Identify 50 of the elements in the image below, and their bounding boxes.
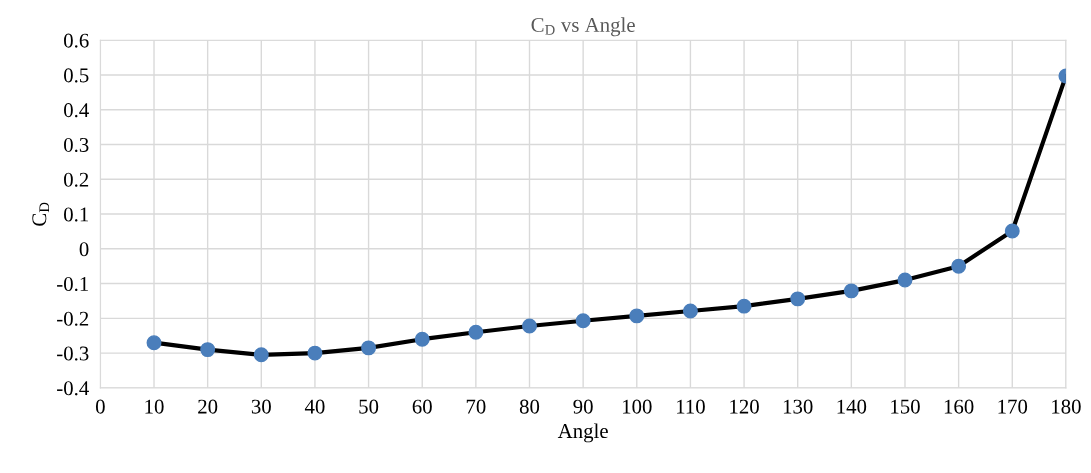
- point: [736, 298, 752, 314]
- x-tick-label: 100: [622, 399, 652, 414]
- x-tick-label: 170: [998, 399, 1028, 414]
- x-tick-label: 20: [198, 399, 218, 414]
- y-tick-label: 0.2: [64, 172, 89, 187]
- point: [522, 318, 537, 334]
- x-tick-label: 120: [730, 399, 759, 414]
- x-tick-label: 90: [573, 399, 593, 414]
- point: [682, 303, 698, 319]
- x-tick-label: 150: [891, 399, 920, 414]
- y-tick-label: 0.5: [64, 68, 89, 83]
- x-tick-label: 40: [304, 399, 325, 414]
- point: [843, 283, 859, 299]
- x-tick-label: 110: [677, 399, 705, 414]
- point: [307, 345, 323, 361]
- point: [790, 291, 806, 307]
- x-tick-label: 10: [145, 399, 164, 414]
- point: [951, 258, 967, 274]
- y-tick-label: -0.3: [57, 346, 89, 361]
- point: [468, 324, 484, 340]
- point: [414, 331, 430, 347]
- x-tick-label: 130: [783, 399, 813, 414]
- y-tick-label: -0.1: [57, 276, 89, 292]
- y-tick-label: -0.2: [57, 311, 89, 326]
- y-tick-label: 0: [79, 242, 89, 257]
- x-tick-label: 60: [412, 399, 432, 414]
- y-tick-label: 0.6: [64, 33, 89, 48]
- y-tick-label: 0.4: [64, 103, 89, 118]
- x-tick-label: 30: [251, 399, 271, 414]
- point: [897, 272, 913, 288]
- x-tick-label: 0: [95, 399, 105, 414]
- point: [629, 308, 645, 324]
- y-tick-label: 0.1: [64, 207, 89, 222]
- point: [253, 347, 269, 363]
- point: [1004, 223, 1020, 239]
- point: [575, 313, 591, 329]
- x-tick-label: 160: [944, 399, 974, 414]
- y-tick-label: -0.4: [57, 381, 89, 396]
- x-tick-label: 80: [519, 399, 540, 414]
- point: [361, 340, 377, 356]
- y-tick-label: 0.3: [64, 137, 89, 153]
- point: [200, 342, 216, 358]
- y-axis-title: C$_{D}$: [32, 202, 50, 226]
- point: [146, 335, 162, 351]
- x-tick-label: 180: [1052, 399, 1081, 414]
- x-tick-label: 50: [359, 399, 379, 414]
- chart-title: C$_{D}$ vs Angle: [531, 17, 635, 37]
- x-tick-label: 70: [466, 399, 486, 414]
- x-tick-label: 140: [837, 399, 867, 414]
- x-axis-title: Angle: [557, 423, 608, 443]
